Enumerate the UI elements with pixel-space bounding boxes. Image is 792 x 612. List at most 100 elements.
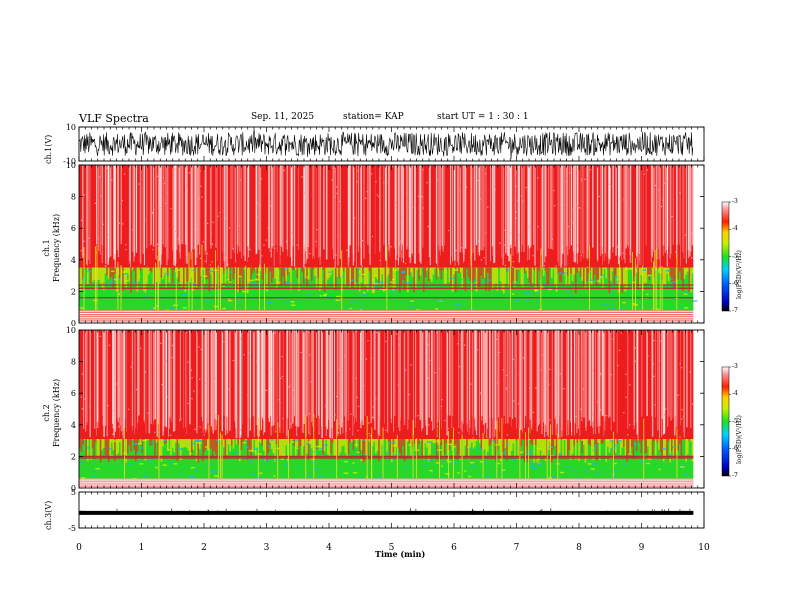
ch2-spectrogram-sferic xyxy=(604,330,606,422)
ch1-spectrogram-band-cell xyxy=(434,308,439,310)
ch2-spectrogram-speckle xyxy=(620,332,622,334)
ch2-spectrogram-band-edge xyxy=(423,439,425,460)
ch2-spectrogram-speckle xyxy=(563,388,565,390)
ch2-spectrogram-band-edge xyxy=(135,439,137,462)
ch1-spectrogram-speckle xyxy=(581,180,583,182)
ch1-spectrogram-speckle xyxy=(553,189,555,192)
ch2-spectrogram-band-cell xyxy=(167,449,171,451)
ch1-spectrogram-band-cell xyxy=(362,291,366,294)
ch1-spectrogram-band-edge xyxy=(600,267,603,277)
ch1-spectrogram-band-cell xyxy=(588,281,593,283)
ch2-spectrogram-speckle xyxy=(289,385,291,387)
ch1-spectrogram-band-edge xyxy=(578,267,580,271)
ch1-spectrogram-speckle xyxy=(391,165,394,168)
ch1-spectrogram-speckle xyxy=(477,179,479,182)
ch1-spectrogram-band-cell xyxy=(361,273,367,276)
ch2-spectrogram-band-edge xyxy=(667,439,670,442)
ch2-spectrogram-band-edge xyxy=(203,439,206,453)
xtick-label: 6 xyxy=(451,543,457,553)
ch1-spectrogram-band-cell xyxy=(685,292,689,294)
ch2-spectrogram-band-cell xyxy=(442,462,445,465)
ch1-spectrogram-speckle xyxy=(484,173,487,175)
ch2-spectrogram-band-cell xyxy=(217,469,223,472)
ch1-spectrogram-sferic xyxy=(303,165,306,249)
ch2-spectrogram-band-cell xyxy=(139,447,145,449)
ch2-spectrogram-band-cell xyxy=(246,446,249,449)
ch2-spectrogram-band-edge xyxy=(253,439,255,440)
ch2-spectrogram-band-edge xyxy=(312,439,315,461)
ch2-spectrogram-band-edge xyxy=(421,439,423,457)
ch1-spectrogram-sferic xyxy=(312,165,313,260)
ch2-spectrogram-sferic xyxy=(270,330,273,420)
ch1-spectrogram-band-cell xyxy=(222,307,226,310)
ch2-spectrogram-band-cell xyxy=(178,473,182,476)
ch1-spectrogram-band-edge xyxy=(573,267,575,275)
ch1-spectrogram-sferic xyxy=(463,165,465,261)
xtick-label: 2 xyxy=(201,543,207,553)
ch2-spectrogram-band-edge xyxy=(207,439,209,451)
ch1-spectrogram-sferic xyxy=(505,165,507,254)
ch1-spectrogram-band-edge xyxy=(552,267,555,269)
ch1-spectrogram-band-edge xyxy=(341,267,343,292)
ch2-spectrogram-speckle xyxy=(275,431,277,433)
ch2-spectrogram-speckle xyxy=(343,355,346,358)
ch2-spectrogram-sferic xyxy=(672,330,674,419)
ch2-spectrogram-sferic xyxy=(223,330,225,416)
ch1-spectrogram-sferic xyxy=(428,165,431,258)
ch1-spectrogram-band-cell xyxy=(87,270,92,272)
ch2-spectrogram-speckle xyxy=(154,431,156,433)
ch2-spectrogram-speckle xyxy=(434,372,436,374)
ch1-spectrogram-sferic xyxy=(518,165,520,263)
ch1-spectrogram-colorbar xyxy=(721,201,730,312)
ch2-spectrogram-sferic xyxy=(431,330,432,422)
ch2-spectrogram-band-cell xyxy=(137,442,142,445)
ch1-spectrogram-speckle xyxy=(422,169,424,171)
ch2-spectrogram-band-cell xyxy=(386,451,390,453)
ch2-spectrogram-band-cell xyxy=(537,447,541,450)
ch1-spectrogram-band-edge xyxy=(589,267,591,271)
ch2-spectrogram-band-edge xyxy=(370,439,372,461)
ch1-spectrogram-speckle xyxy=(156,243,159,246)
xtick-label: 10 xyxy=(698,543,710,553)
ch1-spectrogram-band-edge xyxy=(512,267,515,281)
ch1-spectrogram-sferic xyxy=(197,165,199,245)
ch2-spectrogram-band-cell xyxy=(435,462,440,464)
ch1-spectrogram-band-edge xyxy=(376,267,379,280)
ch2-spectrogram-speckle xyxy=(556,395,559,397)
ch2-spectrogram-sferic xyxy=(485,330,487,423)
ch2-spectrogram-sferic xyxy=(529,330,531,420)
ch1-spectrogram-band-cell xyxy=(373,286,378,288)
ch1-spectrogram-band-cell xyxy=(692,300,698,302)
ch2-spectrogram-band-edge xyxy=(407,439,409,442)
ch2-spectrogram-sferic xyxy=(544,330,546,425)
ch2-spectrogram-speckle xyxy=(368,432,370,435)
ch2-spectrogram-sferic xyxy=(164,330,166,427)
ch1-spectrogram-sferic xyxy=(638,165,640,254)
ch1-spectrogram-speckle xyxy=(94,202,96,204)
ch2-spectrogram-sferic xyxy=(561,330,563,437)
ch2-spectrogram-band-edge xyxy=(154,439,156,457)
ch2-spectrogram-high-band xyxy=(79,330,694,440)
ch1-spectrogram-band-edge xyxy=(416,267,419,270)
ch2-spectrogram-band-edge xyxy=(456,439,459,460)
ch2-spectrogram-band-edge xyxy=(514,439,516,458)
ch2-spectrogram-speckle xyxy=(514,416,517,418)
ch1-spectrogram-sferic xyxy=(645,165,647,246)
ch1-spectrogram-band-edge xyxy=(159,267,161,284)
ch1-spectrogram-sferic xyxy=(348,165,350,248)
ch2-spectrogram-band-edge xyxy=(581,439,583,454)
ch2-spectrogram-band-edge xyxy=(515,439,518,441)
ch1-spectrogram-band-edge xyxy=(397,267,399,271)
ch1-spectrogram-band-cell xyxy=(356,301,359,303)
ch2-spectrogram-ytick-label: 2 xyxy=(71,452,76,461)
ch1-spectrogram-band-cell xyxy=(213,305,219,308)
ch1-spectrogram-sferic xyxy=(676,165,678,245)
ch1-spectrogram-sferic xyxy=(618,165,620,257)
ch1-spectrogram-sferic xyxy=(567,165,569,256)
ch2-spectrogram-sferic xyxy=(377,330,380,435)
ch1-spectrogram-speckle xyxy=(200,257,202,259)
ch2-spectrogram-sferic xyxy=(589,330,592,426)
ch2-spectrogram-band-edge xyxy=(578,439,580,462)
ch2-spectrogram-band-edge xyxy=(298,439,300,459)
ch2-spectrogram-band-edge xyxy=(677,439,679,451)
